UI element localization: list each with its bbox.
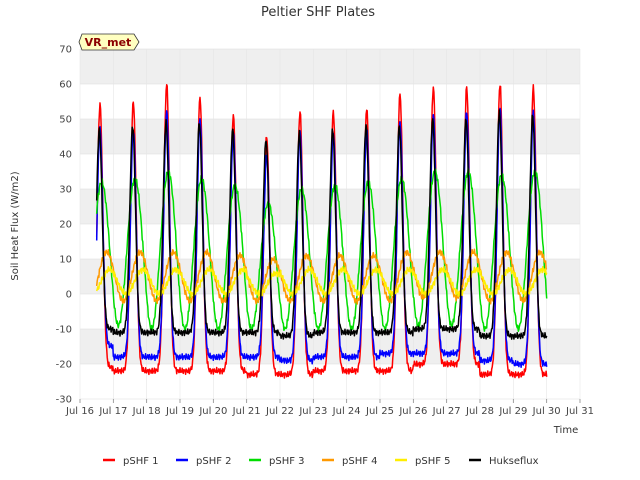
legend-label: pSHF 4 bbox=[342, 456, 378, 467]
legend-item: pSHF 3 bbox=[249, 456, 305, 467]
plot-band bbox=[80, 119, 580, 154]
y-tick-label: 40 bbox=[59, 150, 72, 161]
y-tick-label: 60 bbox=[59, 80, 72, 91]
x-axis-label: Time bbox=[553, 425, 578, 436]
legend-label: pSHF 2 bbox=[196, 456, 232, 467]
x-tick-label: Jul 27 bbox=[432, 406, 461, 417]
series-line-pshf-5 bbox=[95, 265, 548, 299]
y-tick-label: -20 bbox=[56, 360, 72, 371]
chart-title: Peltier SHF Plates bbox=[261, 5, 375, 20]
legend-label: pSHF 5 bbox=[415, 456, 451, 467]
x-tick-label: Jul 24 bbox=[332, 406, 361, 417]
y-tick-label: 20 bbox=[59, 220, 72, 231]
x-tick-label: Jul 29 bbox=[498, 406, 527, 417]
series-line-pshf-4 bbox=[95, 248, 548, 305]
x-axis: Jul 16 Jul 17 Jul 18 Jul 19 Jul 20 Jul 21 Jul … bbox=[65, 399, 594, 417]
x-tick-label: Jul 18 bbox=[132, 406, 161, 417]
x-tick-label: Jul 19 bbox=[165, 406, 194, 417]
y-tick-label: -10 bbox=[56, 325, 72, 336]
x-tick-label: Jul 26 bbox=[398, 406, 427, 417]
x-tick-label: Jul 22 bbox=[265, 406, 294, 417]
series-line-hukseflux bbox=[95, 109, 548, 340]
x-tick-label: Jul 16 bbox=[65, 406, 94, 417]
y-tick-label: 0 bbox=[66, 290, 72, 301]
legend-label: Hukseflux bbox=[489, 456, 539, 467]
x-tick-label: Jul 30 bbox=[532, 406, 561, 417]
y-tick-label: 10 bbox=[59, 255, 72, 266]
legend-item: pSHF 4 bbox=[322, 456, 378, 467]
y-tick-label: 70 bbox=[59, 45, 72, 56]
y-axis: -30 -20 -10 0 10 20 30 40 50 60 70 bbox=[56, 45, 72, 406]
x-tick-label: Jul 31 bbox=[565, 406, 594, 417]
badge-label: VR_met bbox=[85, 36, 132, 49]
x-tick-label: Jul 20 bbox=[198, 406, 227, 417]
y-tick-label: 50 bbox=[59, 115, 72, 126]
x-tick-label: Jul 28 bbox=[465, 406, 494, 417]
legend-label: pSHF 1 bbox=[123, 456, 159, 467]
y-tick-label: 30 bbox=[59, 185, 72, 196]
x-tick-label: Jul 23 bbox=[298, 406, 327, 417]
plot-band bbox=[80, 49, 580, 84]
legend: pSHF 1 pSHF 2 pSHF 3 pSHF 4 pSHF 5 Hukseflux bbox=[103, 456, 539, 467]
x-tick-label: Jul 21 bbox=[232, 406, 261, 417]
plot-band bbox=[80, 329, 580, 364]
x-tick-label: Jul 25 bbox=[365, 406, 394, 417]
y-tick-label: -30 bbox=[56, 395, 72, 406]
series-lines bbox=[95, 84, 548, 379]
legend-item: Hukseflux bbox=[469, 456, 539, 467]
x-tick-label: Jul 17 bbox=[98, 406, 127, 417]
series-line-pshf-3 bbox=[95, 167, 548, 333]
legend-item: pSHF 1 bbox=[103, 456, 159, 467]
y-axis-label: Soil Heat Flux (W/m2) bbox=[10, 171, 21, 280]
legend-item: pSHF 2 bbox=[176, 456, 232, 467]
badge: VR_met bbox=[78, 33, 140, 51]
legend-label: pSHF 3 bbox=[269, 456, 305, 467]
legend-item: pSHF 5 bbox=[395, 456, 451, 467]
